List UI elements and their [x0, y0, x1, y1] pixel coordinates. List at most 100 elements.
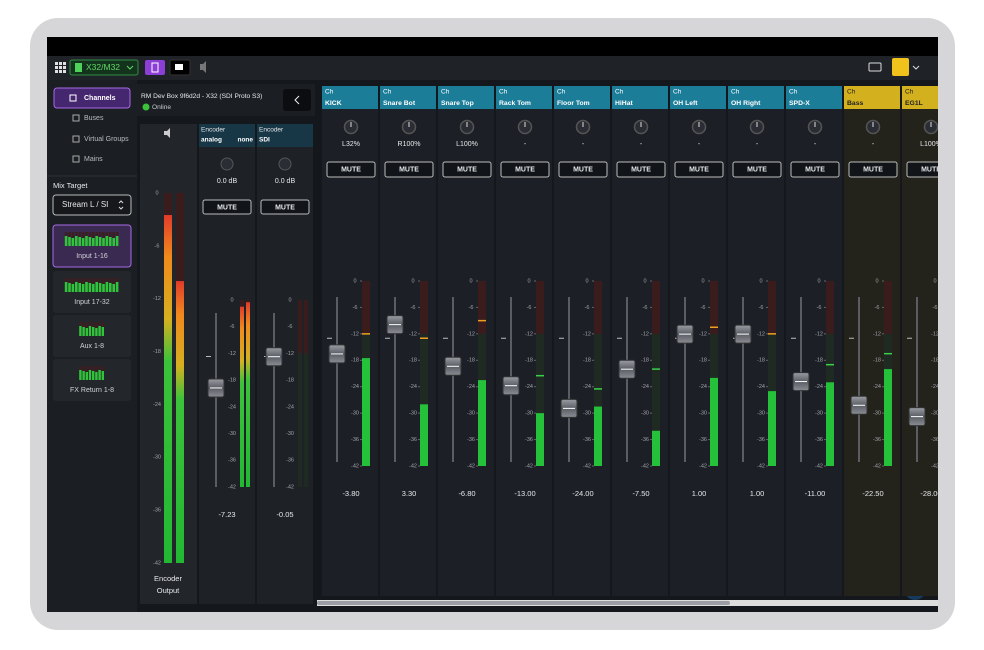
back-button[interactable] — [283, 89, 311, 111]
meter-bg-hot — [884, 281, 892, 334]
device-select[interactable] — [69, 59, 139, 76]
channel-strip: Ch HiHat - MUTE 0 -6 -12 -18 -24 -30 -36 -42 -7.50 — [612, 86, 668, 596]
scale-label: -30 — [757, 411, 765, 417]
scale-label: -18 — [525, 358, 533, 364]
pan-label: - — [872, 141, 875, 148]
scale-label: -24 — [467, 384, 475, 390]
strip-bg — [902, 109, 938, 596]
thumb-meter-fill — [101, 327, 104, 336]
scale-label: 0 — [817, 278, 820, 284]
scale-label: 0 — [155, 190, 158, 196]
online-icon — [142, 103, 150, 111]
nav-icon — [72, 155, 80, 163]
strip-header[interactable] — [728, 86, 784, 109]
scale-label: -24 — [873, 384, 881, 390]
scale-label: -36 — [153, 508, 161, 514]
mute-button[interactable] — [848, 161, 898, 178]
mute-button[interactable] — [384, 161, 434, 178]
mute-button[interactable] — [906, 161, 955, 178]
scale-label: -42 — [467, 463, 475, 469]
channel-strip: Ch Snare Top L100% MUTE 0 -6 -12 -18 -24 -30 -36 -4… — [438, 86, 494, 596]
strip-header[interactable] — [670, 86, 726, 109]
pan-label: - — [756, 141, 759, 148]
nav-active[interactable] — [53, 87, 131, 109]
mute-icon[interactable] — [200, 61, 206, 73]
mute-button[interactable] — [442, 161, 492, 178]
mute-button[interactable] — [202, 199, 252, 215]
strip-header[interactable] — [322, 86, 378, 109]
meter-level — [420, 404, 428, 466]
strip-header[interactable] — [902, 86, 958, 109]
scale-label: 0 — [288, 297, 291, 303]
pan-label: - — [524, 141, 527, 148]
mute-button[interactable] — [732, 161, 782, 178]
thumb-meter-fill — [68, 283, 71, 292]
scale-label: -12 — [815, 331, 823, 337]
scale-label: -18 — [641, 358, 649, 364]
strip-header[interactable] — [786, 86, 842, 109]
meter-level — [478, 380, 486, 466]
scale-label: -30 — [931, 411, 939, 417]
gain-knob[interactable] — [278, 157, 292, 171]
scale-label: -12 — [873, 331, 881, 337]
strip-header — [257, 124, 313, 147]
mute-button[interactable] — [326, 161, 376, 178]
output-label: Output — [157, 586, 180, 595]
thumb-meter-fill — [78, 237, 81, 246]
channel-name: Snare Top — [441, 100, 474, 107]
strip-header — [199, 124, 255, 147]
mute-button[interactable] — [790, 161, 840, 178]
thumb-meter-fill — [88, 237, 92, 246]
thumb-meter-fill — [64, 236, 68, 246]
thumb-meter-fill — [115, 236, 119, 246]
mute-button[interactable] — [558, 161, 608, 178]
strip-header[interactable] — [844, 86, 900, 109]
scale-label: -36 — [286, 458, 294, 464]
strip-header[interactable] — [554, 86, 610, 109]
scale-label: -42 — [153, 560, 161, 566]
mute-button[interactable] — [674, 161, 724, 178]
thumb-meter-fill — [109, 283, 112, 292]
channel-name: OH Right — [731, 100, 761, 107]
mix-target-select[interactable] — [52, 194, 132, 216]
meter-level — [536, 413, 544, 466]
mute-label: MUTE — [515, 166, 535, 173]
mute-label: MUTE — [341, 166, 361, 173]
scale-label: -12 — [931, 331, 939, 337]
strip-header[interactable] — [496, 86, 552, 109]
meter-bg — [826, 281, 834, 466]
strip-header[interactable] — [438, 86, 494, 109]
nav-item: Buses — [84, 115, 104, 122]
channel-prefix: Ch — [673, 89, 682, 96]
apps-icon[interactable] — [55, 62, 66, 73]
mute-button[interactable] — [616, 161, 666, 178]
mute-button[interactable] — [500, 161, 550, 178]
keyboard-icon[interactable] — [868, 62, 882, 72]
scroll-thumb[interactable] — [317, 601, 730, 605]
mute-label: MUTE — [573, 166, 593, 173]
meter-bg-hot — [652, 281, 660, 334]
fader-value: -0.05 — [276, 510, 293, 519]
strip-header[interactable] — [380, 86, 436, 109]
strip-header[interactable] — [612, 86, 668, 109]
thumb-meter-fill — [98, 283, 102, 292]
pan-label: L100% — [456, 141, 478, 148]
mute-button[interactable] — [260, 199, 310, 215]
page-label: Input 17-32 — [74, 299, 110, 306]
channel-prefix: Ch — [499, 89, 508, 96]
thumb-meter-fill — [81, 238, 85, 246]
meter-level — [652, 430, 660, 466]
mute-label: MUTE — [689, 166, 709, 173]
scale-label: -6 — [701, 305, 706, 311]
thumb-meter-fill — [81, 284, 85, 292]
meter-bg-hot — [536, 281, 544, 334]
meter-bg — [304, 300, 308, 487]
scale-label: 0 — [875, 278, 878, 284]
nav-icon — [72, 114, 80, 122]
gain-knob[interactable] — [220, 157, 234, 171]
thumb-meter-fill — [88, 283, 92, 292]
scale-label: -42 — [525, 463, 533, 469]
meter-level — [246, 302, 250, 487]
mixer-view-button[interactable] — [145, 60, 165, 75]
avatar[interactable] — [892, 58, 909, 76]
